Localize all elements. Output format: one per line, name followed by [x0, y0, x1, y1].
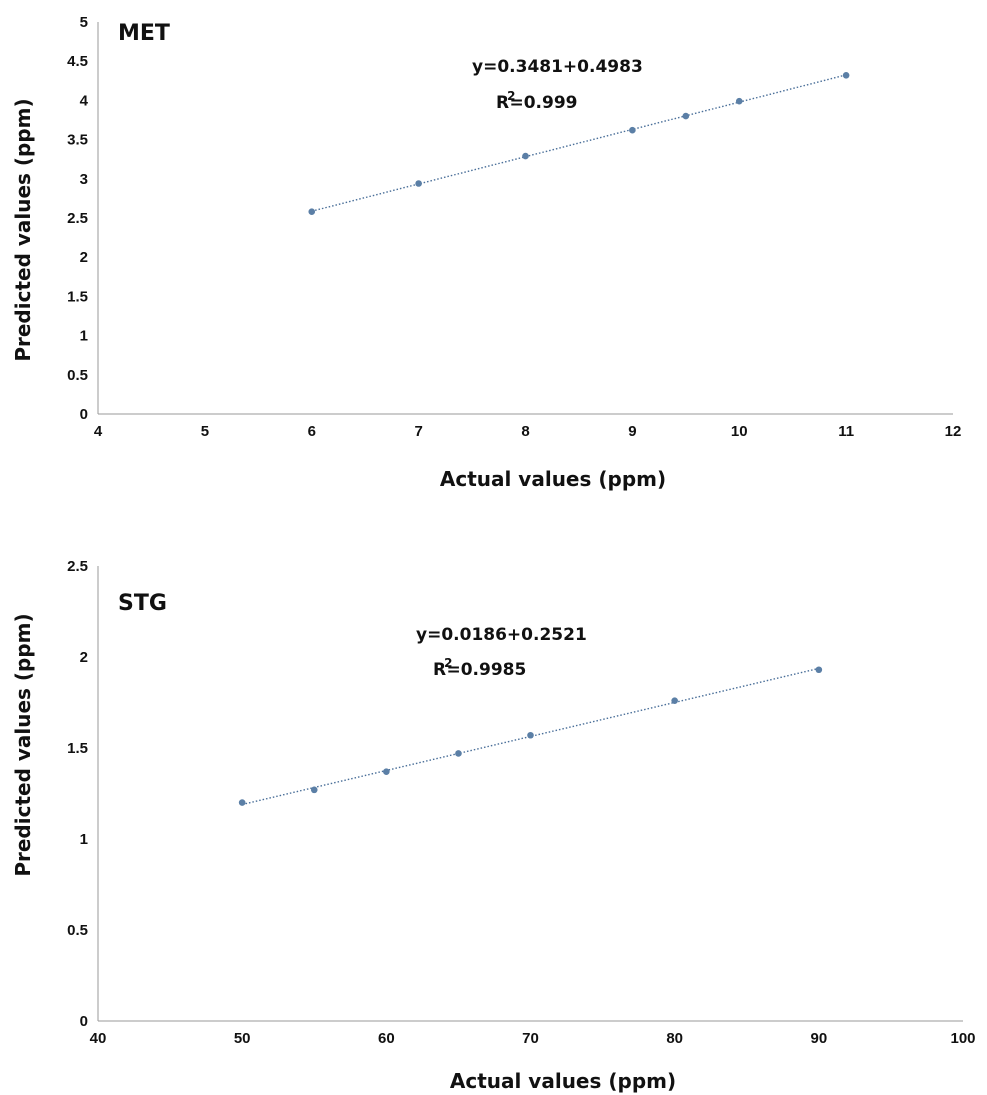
met-x-tick-label: 7 — [414, 423, 422, 440]
met-chart-panel: MET y=0.3481+0.4983 R2=0.999 Actual valu… — [11, 14, 961, 491]
met-y-tick-label: 4.5 — [67, 53, 88, 70]
stg-y-tick-label: 2 — [80, 649, 88, 666]
stg-data-point — [383, 768, 390, 775]
stg-x-tick-label: 80 — [666, 1030, 683, 1047]
met-x-tick-label: 11 — [838, 423, 854, 440]
stg-data-point — [815, 666, 823, 674]
stg-trend-equation: y=0.0186+0.2521 — [416, 625, 587, 645]
met-y-tick-label: 1 — [80, 328, 88, 345]
met-data-point — [522, 152, 529, 160]
stg-x-tick-label: 90 — [810, 1030, 827, 1047]
stg-r-squared: R2=0.9985 — [433, 656, 526, 680]
stg-chart-title: STG — [118, 591, 167, 616]
stg-x-tick-label: 100 — [950, 1030, 975, 1047]
met-x-tick-label: 12 — [945, 423, 962, 440]
stg-y-tick-label: 0 — [80, 1013, 88, 1030]
met-y-tick-label: 0 — [80, 406, 88, 423]
met-data-point — [842, 72, 850, 79]
stg-x-axis-title: Actual values (ppm) — [450, 1069, 676, 1093]
stg-x-tick-label: 50 — [234, 1030, 251, 1047]
stg-r-squared-value: =0.9985 — [446, 660, 526, 680]
stg-x-tick-label: 60 — [378, 1030, 395, 1047]
met-x-tick-label: 8 — [521, 423, 529, 440]
stg-trendline — [242, 667, 819, 806]
met-data-point — [629, 126, 636, 134]
stg-r-squared-label: R — [433, 660, 446, 680]
met-y-tick-label: 3.5 — [67, 132, 88, 149]
stg-y-tick-label: 1.5 — [67, 740, 88, 757]
met-x-tick-label: 4 — [94, 423, 103, 440]
met-y-axis-title: Predicted values (ppm) — [11, 98, 35, 361]
met-r-squared: R2=0.999 — [496, 89, 577, 113]
met-data-point — [682, 112, 690, 120]
stg-data-point — [527, 731, 534, 739]
stg-x-tick-label: 70 — [522, 1030, 539, 1047]
met-data-point — [415, 180, 422, 187]
met-data-point — [735, 97, 743, 105]
met-x-axis-title: Actual values (ppm) — [440, 467, 666, 491]
stg-chart-panel: STG y=0.0186+0.2521 R2=0.9985 Actual val… — [11, 558, 976, 1093]
met-y-tick-label: 4 — [80, 92, 89, 109]
met-r-squared-exponent: 2 — [507, 89, 515, 103]
met-r-squared-label: R — [496, 93, 509, 113]
met-y-tick-label: 5 — [80, 14, 88, 31]
met-x-tick-label: 10 — [731, 423, 748, 440]
stg-y-tick-label: 0.5 — [67, 922, 88, 939]
stg-r-squared-exponent: 2 — [444, 656, 452, 670]
met-trend-equation: y=0.3481+0.4983 — [472, 57, 643, 77]
met-y-tick-label: 1.5 — [67, 288, 88, 305]
stg-data-point — [671, 697, 678, 704]
met-x-tick-label: 9 — [628, 423, 636, 440]
stg-data-point — [455, 750, 462, 757]
met-y-tick-label: 3 — [80, 171, 88, 188]
met-trendline — [311, 74, 847, 212]
met-y-tick-label: 2.5 — [67, 210, 88, 227]
stg-y-tick-label: 2.5 — [67, 558, 88, 575]
stg-data-point — [310, 786, 318, 794]
met-x-tick-label: 6 — [308, 423, 316, 440]
stg-y-tick-label: 1 — [80, 831, 88, 848]
met-chart-title: MET — [118, 21, 170, 46]
met-y-tick-label: 0.5 — [67, 367, 88, 384]
stg-y-axis-title: Predicted values (ppm) — [11, 613, 35, 876]
met-x-tick-label: 5 — [201, 423, 209, 440]
met-r-squared-value: =0.999 — [509, 93, 577, 113]
met-data-point — [308, 208, 316, 216]
met-y-tick-label: 2 — [80, 249, 88, 266]
stg-x-tick-label: 40 — [90, 1030, 107, 1047]
stg-data-point — [238, 799, 246, 806]
